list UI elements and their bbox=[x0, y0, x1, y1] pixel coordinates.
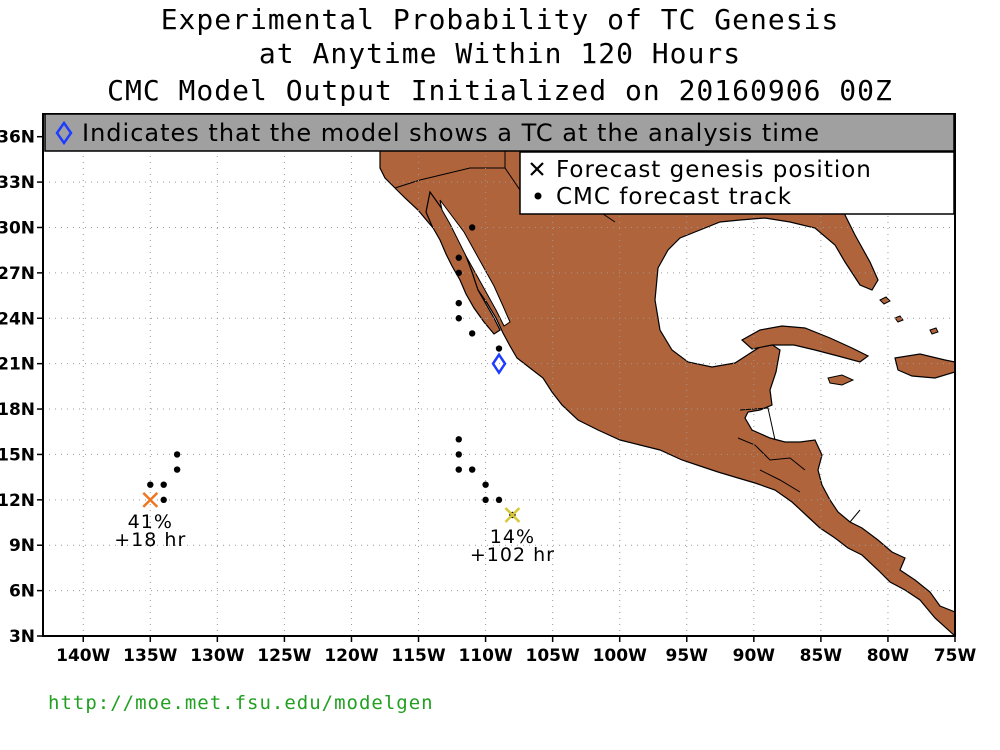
diamond-icon bbox=[55, 120, 73, 146]
track-point bbox=[455, 269, 462, 277]
dot-icon bbox=[534, 192, 542, 200]
track-point bbox=[160, 496, 167, 504]
track-point bbox=[495, 496, 503, 504]
genesis-x-icon bbox=[142, 491, 159, 508]
track-point bbox=[482, 481, 489, 488]
lat-tick-label: 9N bbox=[9, 536, 35, 556]
lon-tick-label: 80W bbox=[867, 646, 910, 666]
track-point bbox=[455, 466, 462, 473]
title-line-3: CMC Model Output Initialized on 20160906… bbox=[107, 74, 893, 107]
latitude-axis: 36N 33N 30N 27N 24N 21N 18N 15N 12N 9N 6N 3N bbox=[0, 128, 43, 647]
forecast-tracks bbox=[147, 224, 516, 519]
diamond-icon bbox=[491, 352, 507, 375]
lat-tick-label: 33N bbox=[0, 173, 35, 193]
lat-tick-label: 6N bbox=[9, 582, 35, 602]
lon-tick-label: 95W bbox=[666, 646, 709, 666]
legend-track-label: CMC forecast track bbox=[556, 184, 792, 210]
x-mark-icon bbox=[530, 162, 544, 176]
land-layer bbox=[379, 114, 955, 636]
legend-box bbox=[519, 151, 955, 215]
track-point bbox=[455, 451, 462, 458]
genesis-probability: 14% bbox=[490, 526, 535, 548]
track-point bbox=[468, 224, 476, 231]
lon-tick-label: 130W bbox=[190, 646, 244, 666]
lat-tick-label: 24N bbox=[0, 309, 35, 329]
analysis-markers bbox=[491, 352, 507, 375]
lat-tick-label: 3N bbox=[9, 627, 35, 647]
track-point bbox=[173, 451, 181, 458]
banner-background bbox=[44, 113, 955, 152]
lat-tick-label: 12N bbox=[0, 491, 35, 511]
track-point bbox=[495, 345, 503, 352]
lat-tick-label: 30N bbox=[0, 218, 35, 238]
longitude-axis: 140W 135W 130W 125W 120W 115W 110W 105W 100W 95W 9… bbox=[56, 636, 976, 666]
lon-tick-label: 105W bbox=[526, 646, 580, 666]
lon-tick-label: 135W bbox=[123, 646, 177, 666]
lat-tick-label: 15N bbox=[0, 445, 35, 465]
track-point bbox=[455, 254, 462, 261]
lon-tick-label: 115W bbox=[391, 646, 445, 666]
genesis-markers: 41%+18 hr 14%+102 hr bbox=[114, 491, 555, 566]
lon-tick-label: 140W bbox=[56, 646, 110, 666]
gulf-of-california bbox=[439, 199, 511, 327]
genesis-probability: 41% bbox=[128, 511, 173, 533]
hispaniola-island bbox=[894, 353, 955, 379]
lon-tick-label: 110W bbox=[458, 646, 512, 666]
north-central-america-landmass bbox=[379, 114, 955, 636]
title-line-2: at Anytime Within 120 Hours bbox=[258, 37, 742, 70]
source-url[interactable]: http://moe.met.fsu.edu/modelgen bbox=[48, 692, 434, 714]
lon-tick-label: 125W bbox=[257, 646, 311, 666]
analysis-banner: Indicates that the model shows a TC at t… bbox=[44, 113, 955, 152]
lat-tick-label: 27N bbox=[0, 264, 35, 284]
track-point bbox=[455, 436, 462, 443]
lon-tick-label: 100W bbox=[593, 646, 647, 666]
legend-genesis-label: Forecast genesis position bbox=[556, 157, 872, 183]
track-point bbox=[482, 496, 489, 504]
genesis-lead-time: +18 hr bbox=[114, 529, 186, 551]
genesis-x-icon bbox=[504, 507, 521, 523]
track-point bbox=[147, 481, 154, 488]
lon-tick-label: 90W bbox=[733, 646, 776, 666]
lat-tick-label: 18N bbox=[0, 400, 35, 420]
lat-tick-label: 21N bbox=[0, 355, 35, 375]
legend: Forecast genesis position CMC forecast t… bbox=[519, 151, 955, 215]
track-point bbox=[160, 481, 167, 488]
lon-tick-label: 120W bbox=[324, 646, 378, 666]
track-point bbox=[468, 330, 476, 337]
lat-tick-label: 36N bbox=[0, 128, 35, 148]
track-point bbox=[455, 299, 462, 307]
lon-tick-label: 75W bbox=[934, 646, 977, 666]
jamaica-island bbox=[827, 374, 855, 386]
track-point bbox=[173, 466, 181, 473]
cuba-island bbox=[740, 325, 870, 363]
track-point bbox=[455, 315, 462, 322]
banner-text: Indicates that the model shows a TC at t… bbox=[82, 119, 820, 147]
genesis-lead-time: +102 hr bbox=[470, 544, 555, 566]
small-islands bbox=[879, 296, 939, 335]
title-line-1: Experimental Probability of TC Genesis bbox=[160, 3, 840, 36]
track-point bbox=[468, 466, 476, 473]
lon-tick-label: 85W bbox=[800, 646, 843, 666]
